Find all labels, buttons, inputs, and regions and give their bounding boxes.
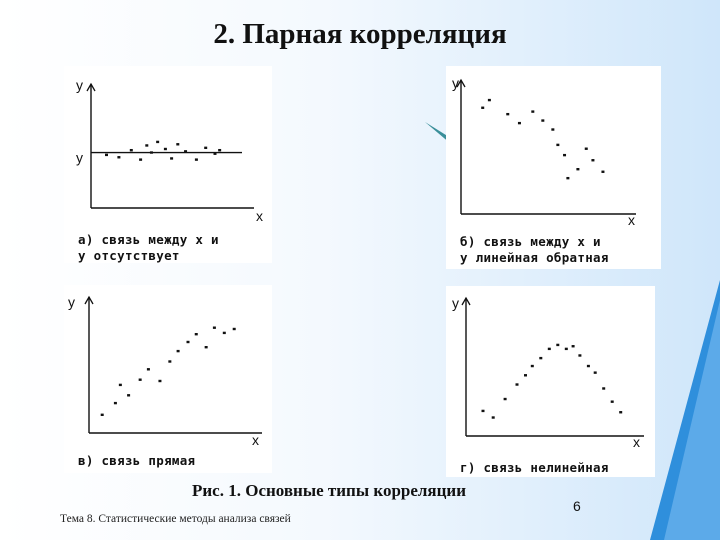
data-point — [213, 152, 217, 155]
data-point — [118, 383, 122, 387]
data-point — [531, 110, 535, 113]
data-point — [222, 331, 226, 335]
data-point — [547, 347, 551, 351]
data-point — [539, 356, 543, 360]
x-axis-label: x — [628, 212, 635, 228]
data-point — [541, 119, 545, 122]
data-point — [481, 106, 485, 109]
slide-title: 2. Парная корреляция — [213, 18, 507, 50]
data-point — [168, 360, 172, 363]
data-point — [117, 156, 121, 159]
y-axis-label: y — [452, 75, 459, 91]
data-point — [584, 147, 588, 150]
chart-panel-d: y x г) связь нелинейная — [446, 286, 655, 477]
data-point — [204, 146, 208, 150]
data-point — [127, 394, 131, 397]
y-axis-label: y — [452, 295, 459, 311]
x-axis-label: x — [256, 208, 263, 224]
data-point — [619, 411, 623, 414]
data-point — [139, 158, 143, 161]
data-point — [176, 349, 180, 353]
scatter-chart-a: y x y а) связь между x иy отсутствует — [76, 77, 263, 263]
chart-panel-c: y x в) связь прямая — [64, 285, 272, 473]
chart-label-line: y линейная обратная — [460, 250, 609, 265]
data-point — [586, 364, 590, 368]
y-axis-arrow — [456, 78, 466, 88]
chart-label-line: y отсутствует — [78, 248, 180, 263]
mean-line-label: y — [76, 150, 83, 166]
data-point — [601, 170, 605, 173]
scatter-chart-c: y x в) связь прямая — [68, 294, 262, 468]
data-point — [194, 333, 198, 336]
chart-label-line: в) связь прямая — [78, 453, 195, 468]
data-point — [170, 157, 174, 160]
scatter-chart-d: y x г) связь нелинейная — [452, 295, 644, 475]
data-point — [218, 148, 222, 152]
y-axis-arrow — [86, 82, 96, 92]
y-axis-arrow — [461, 296, 471, 306]
data-point — [487, 98, 491, 102]
data-point — [184, 150, 188, 153]
data-point — [563, 153, 567, 157]
data-point — [212, 326, 216, 329]
data-point — [156, 140, 160, 144]
x-axis-label: x — [633, 434, 640, 450]
data-point — [194, 158, 198, 161]
data-point — [113, 401, 117, 405]
figure-caption: Рис. 1. Основные типы корреляции — [192, 481, 467, 500]
data-point — [481, 409, 485, 413]
data-point — [176, 143, 180, 146]
y-axis-label: y — [76, 77, 83, 93]
data-point — [145, 144, 149, 147]
data-point — [591, 159, 595, 162]
data-point — [105, 153, 108, 157]
data-point — [576, 168, 580, 171]
data-point — [556, 343, 560, 347]
data-point — [163, 147, 167, 151]
x-axis-label: x — [252, 432, 259, 448]
data-point — [564, 347, 568, 351]
chart-label-line: г) связь нелинейная — [460, 460, 609, 475]
data-point — [149, 151, 153, 154]
data-point — [530, 364, 534, 368]
data-point — [146, 368, 150, 371]
data-point — [204, 346, 208, 349]
data-point — [551, 128, 555, 131]
data-point — [186, 340, 190, 344]
data-point — [566, 176, 570, 180]
data-point — [100, 413, 104, 416]
chart-label-line: а) связь между x и — [78, 232, 219, 247]
page-number: 6 — [573, 498, 581, 514]
data-point — [232, 327, 236, 331]
footer-topic: Тема 8. Статистические методы анализа св… — [60, 513, 291, 525]
data-point — [571, 345, 575, 348]
data-point — [138, 378, 142, 381]
data-point — [517, 121, 521, 125]
data-point — [556, 143, 560, 147]
y-axis-arrow — [84, 295, 94, 305]
data-point — [578, 354, 582, 357]
data-point — [610, 400, 614, 403]
data-point — [593, 371, 597, 374]
chart-label-line: б) связь между x и — [460, 234, 601, 249]
data-point — [602, 387, 606, 390]
data-point — [129, 148, 133, 152]
data-point — [491, 416, 495, 419]
data-point — [515, 383, 519, 386]
data-point — [506, 112, 510, 116]
data-point — [158, 379, 162, 383]
y-axis-label: y — [68, 294, 75, 310]
data-point — [503, 397, 507, 401]
data-point — [524, 374, 527, 377]
scatter-chart-b: y x б) связь между x иy линейная обратная — [452, 75, 636, 265]
